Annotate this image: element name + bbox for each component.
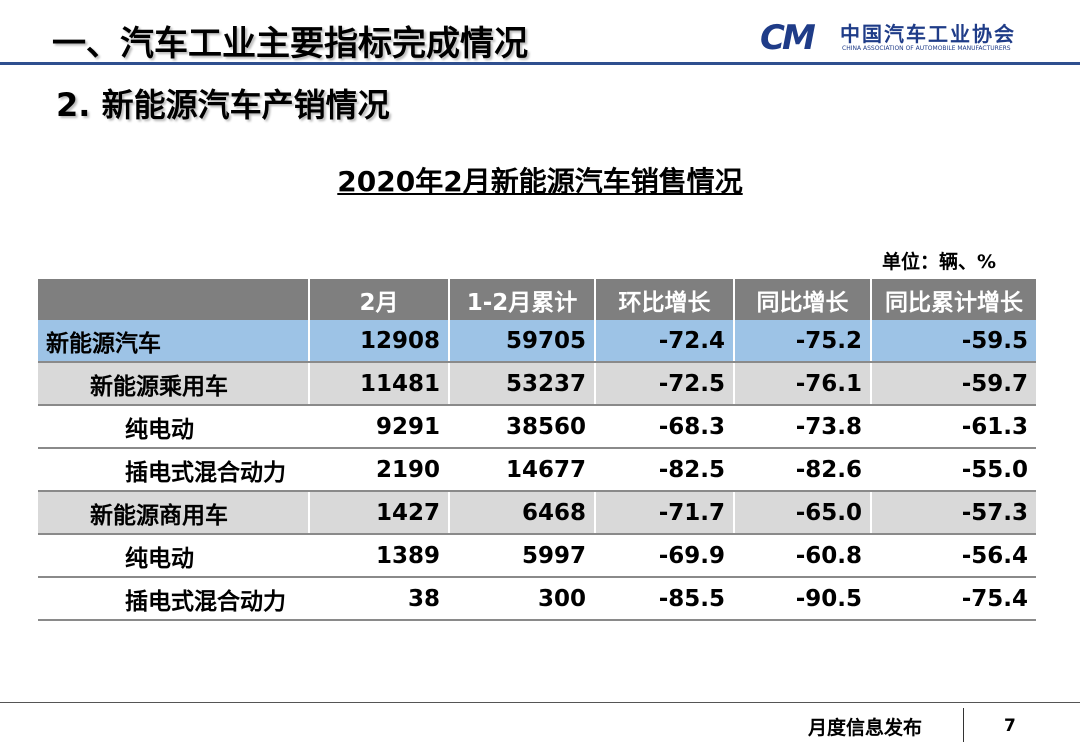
cell: 2190 <box>309 448 450 492</box>
cell: 6468 <box>449 491 596 535</box>
footer-label: 月度信息发布 <box>808 717 923 739</box>
logo-name: 中国汽车工业协会 <box>840 22 1016 46</box>
cell: -75.4 <box>871 577 1036 621</box>
cell: 38560 <box>449 405 596 449</box>
cell: -76.1 <box>734 362 872 406</box>
cell: 9291 <box>309 405 450 449</box>
corner-cell <box>38 279 310 320</box>
table-row: 插电式混合动力 38 300 -85.5 -90.5 -75.4 <box>38 577 1036 621</box>
row-label: 纯电动 <box>38 534 310 578</box>
unit: 单位：辆、% <box>881 251 996 273</box>
table-body: 新能源汽车 12908 59705 -72.4 -75.2 -59.5 新能源乘用车 1148… <box>38 320 1036 621</box>
cell: -72.4 <box>595 320 735 363</box>
row-label: 新能源乘用车 <box>38 362 310 406</box>
row-label: 纯电动 <box>38 405 310 449</box>
table-row: 新能源乘用车 11481 53237 -72.5 -76.1 -59.7 <box>38 362 1036 406</box>
row-label: 插电式混合动力 <box>38 577 310 621</box>
column-header: 同比累计增长 <box>871 279 1036 320</box>
subtitle: 2. 新能源汽车产销情况 <box>56 86 390 124</box>
column-header: 1-2月累计 <box>449 279 596 320</box>
cell: -72.5 <box>595 362 735 406</box>
cell: -55.0 <box>871 448 1036 492</box>
column-header: 同比增长 <box>734 279 872 320</box>
cell: 53237 <box>449 362 596 406</box>
cell: 5997 <box>449 534 596 578</box>
logo-english: CHINA ASSOCIATION OF AUTOMOBILE MANUFACT… <box>842 45 1011 52</box>
footer-rule <box>0 702 1080 703</box>
row-label: 插电式混合动力 <box>38 448 310 492</box>
header-title: 一、汽车工业主要指标完成情况 <box>52 24 528 64</box>
cell: -60.8 <box>734 534 872 578</box>
cell: 300 <box>449 577 596 621</box>
cell: 38 <box>309 577 450 621</box>
cell: -69.9 <box>595 534 735 578</box>
footer-divider <box>963 708 964 742</box>
cell: -65.0 <box>734 491 872 535</box>
cell: -85.5 <box>595 577 735 621</box>
table-title: 2020年2月新能源汽车销售情况 <box>337 165 743 198</box>
cell: -82.6 <box>734 448 872 492</box>
cell: -75.2 <box>734 320 872 363</box>
header-rule <box>0 62 1080 65</box>
logo-mark: CM <box>760 18 816 58</box>
cell: 14677 <box>449 448 596 492</box>
cell: -90.5 <box>734 577 872 621</box>
cell: -59.5 <box>871 320 1036 363</box>
row-label: 新能源汽车 <box>38 320 310 363</box>
cell: 1427 <box>309 491 450 535</box>
cell: -59.7 <box>871 362 1036 406</box>
cell: -57.3 <box>871 491 1036 535</box>
cell: 59705 <box>449 320 596 363</box>
table-row: 纯电动 9291 38560 -68.3 -73.8 -61.3 <box>38 405 1036 449</box>
table-title-wrap: 2020年2月新能源汽车销售情况 <box>0 160 1080 200</box>
cell: -56.4 <box>871 534 1036 578</box>
header-row: 2月 1-2月累计 环比增长 同比增长 同比累计增长 <box>38 279 1036 320</box>
cell: 12908 <box>309 320 450 363</box>
cell: 11481 <box>309 362 450 406</box>
column-header: 环比增长 <box>595 279 735 320</box>
row-label: 新能源商用车 <box>38 491 310 535</box>
cell: -73.8 <box>734 405 872 449</box>
page-number: 7 <box>1004 716 1016 736</box>
cell: -61.3 <box>871 405 1036 449</box>
column-header: 2月 <box>309 279 450 320</box>
table-row: 新能源商用车 1427 6468 -71.7 -65.0 -57.3 <box>38 491 1036 535</box>
sales-table: 2月 1-2月累计 环比增长 同比增长 同比累计增长 新能源汽车 12908 59705 -7… <box>38 279 1036 621</box>
cell: -82.5 <box>595 448 735 492</box>
cell: -68.3 <box>595 405 735 449</box>
table-row: 纯电动 1389 5997 -69.9 -60.8 -56.4 <box>38 534 1036 578</box>
cell: -71.7 <box>595 491 735 535</box>
table-row: 新能源汽车 12908 59705 -72.4 -75.2 -59.5 <box>38 320 1036 363</box>
table-row: 插电式混合动力 2190 14677 -82.5 -82.6 -55.0 <box>38 448 1036 492</box>
cell: 1389 <box>309 534 450 578</box>
